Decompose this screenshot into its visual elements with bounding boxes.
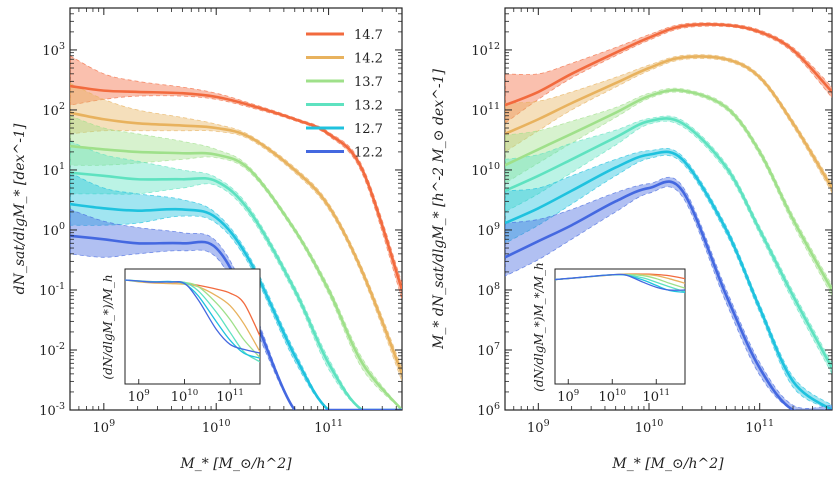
left-band-14.7 xyxy=(70,55,402,300)
right-axis-ticks: 109 1010 1011 106 107 108 109 1010 1011 1012 xyxy=(471,7,832,436)
right-series-line-12.7 xyxy=(505,150,832,410)
legend-label-13.7: 13.7 xyxy=(354,75,383,90)
right-y-tick-label: 109 xyxy=(477,221,500,239)
legend-label-13.2: 13.2 xyxy=(354,99,383,114)
legend-label-14.2: 14.2 xyxy=(354,52,383,67)
right-inset-x-tick-label: 1010 xyxy=(598,388,626,405)
right-series-line-13.7 xyxy=(505,88,832,291)
left-x-tick-label: 1011 xyxy=(314,418,343,436)
right-y-tick-label: 107 xyxy=(477,341,500,359)
left-series-line-12.7 xyxy=(70,202,402,410)
left-inset-x-tick-label: 1010 xyxy=(171,388,199,405)
right-series-line-14.7 xyxy=(505,23,832,107)
left-band-12.2 xyxy=(70,208,402,410)
right-band-14.2 xyxy=(505,54,832,194)
right-inset-x-tick-label: 109 xyxy=(557,388,579,405)
left-y-tick-label: 102 xyxy=(42,101,65,119)
left-inset-frame xyxy=(124,268,261,385)
right-inset-frame xyxy=(554,268,686,385)
right-x-axis-label: M_* [M_⊙/h^2] xyxy=(611,456,724,472)
left-y-tick-label: 10-2 xyxy=(39,341,65,359)
left-inset-x-tick-label: 109 xyxy=(128,388,150,405)
left-band-14.2 xyxy=(70,82,402,382)
left-inset-lines xyxy=(125,279,260,363)
legend-label-12.2: 12.2 xyxy=(354,146,383,161)
left-y-tick-label: 101 xyxy=(42,161,65,179)
right-panel: 109 1010 1011 106 107 108 109 1010 1011 1012 M_* … xyxy=(431,7,833,472)
legend-label-12.7: 12.7 xyxy=(354,122,383,137)
left-y-tick-label: 10-3 xyxy=(39,401,65,419)
left-inset-ticks: 109 1010 1011 xyxy=(128,379,244,405)
left-y-tick-label: 10-1 xyxy=(39,281,65,299)
right-y-tick-label: 1010 xyxy=(471,161,500,179)
right-band-12.7 xyxy=(505,148,832,410)
right-inset-y-label: (dN/dlgM_*)M_*/M_h xyxy=(532,262,546,391)
right-inset-ticks: 109 1010 1011 xyxy=(557,379,670,405)
right-x-tick-label: 109 xyxy=(527,418,550,436)
left-x-tick-label: 1010 xyxy=(202,418,231,436)
right-series-line-12.2 xyxy=(505,180,832,410)
left-inset-line-12.2 xyxy=(125,279,260,354)
right-inset: 109 1010 1011 (dN/dlgM_*)M_*/M_h xyxy=(532,262,686,405)
legend: 14.7 14.2 13.7 13.2 12.7 12.2 xyxy=(306,28,383,161)
left-band-12.7 xyxy=(70,172,402,410)
left-x-axis-label: M_* [M_⊙/h^2] xyxy=(179,456,292,472)
left-y-tick-label: 103 xyxy=(42,41,65,59)
left-y-axis-label: dN_sat/dlgM_* [dex^-1] xyxy=(12,123,28,294)
right-series-line-14.2 xyxy=(505,55,832,189)
left-inset: 109 1010 1011 (dN/dlgM_*)/M_h xyxy=(101,268,261,405)
left-series-line-13.7 xyxy=(70,144,402,410)
right-inset-lines xyxy=(555,273,685,294)
right-y-tick-label: 1012 xyxy=(471,41,500,59)
right-series-lines xyxy=(505,23,832,410)
right-inset-x-tick-label: 1011 xyxy=(642,388,670,405)
right-y-tick-label: 106 xyxy=(477,401,500,419)
right-y-tick-label: 1011 xyxy=(471,101,500,119)
left-series-line-14.2 xyxy=(70,111,402,375)
left-inset-y-label: (dN/dlgM_*)/M_h xyxy=(101,274,115,379)
left-inset-x-tick-label: 1011 xyxy=(216,388,244,405)
left-series-line-14.7 xyxy=(70,84,402,291)
right-y-tick-label: 108 xyxy=(477,281,500,299)
right-x-tick-label: 1010 xyxy=(635,418,664,436)
legend-label-14.7: 14.7 xyxy=(354,28,383,43)
left-x-tick-label: 109 xyxy=(93,418,116,436)
right-y-axis-label: M_* dN_sat/dlgM_* [h^-2 M_⊙ dex^-1] xyxy=(431,69,447,350)
right-series-line-13.2 xyxy=(505,117,832,369)
left-y-tick-label: 100 xyxy=(42,221,65,239)
left-series-line-13.2 xyxy=(70,171,402,410)
right-x-tick-label: 1011 xyxy=(745,418,774,436)
left-panel: 109 1010 1011 10-3 10-2 10-1 100 101 102 103 M_* … xyxy=(12,7,403,472)
left-axis-ticks: 109 1010 1011 10-3 10-2 10-1 100 101 102 103 xyxy=(39,7,402,436)
right-inset-line-12.2 xyxy=(555,273,685,291)
right-band-13.7 xyxy=(505,87,832,296)
